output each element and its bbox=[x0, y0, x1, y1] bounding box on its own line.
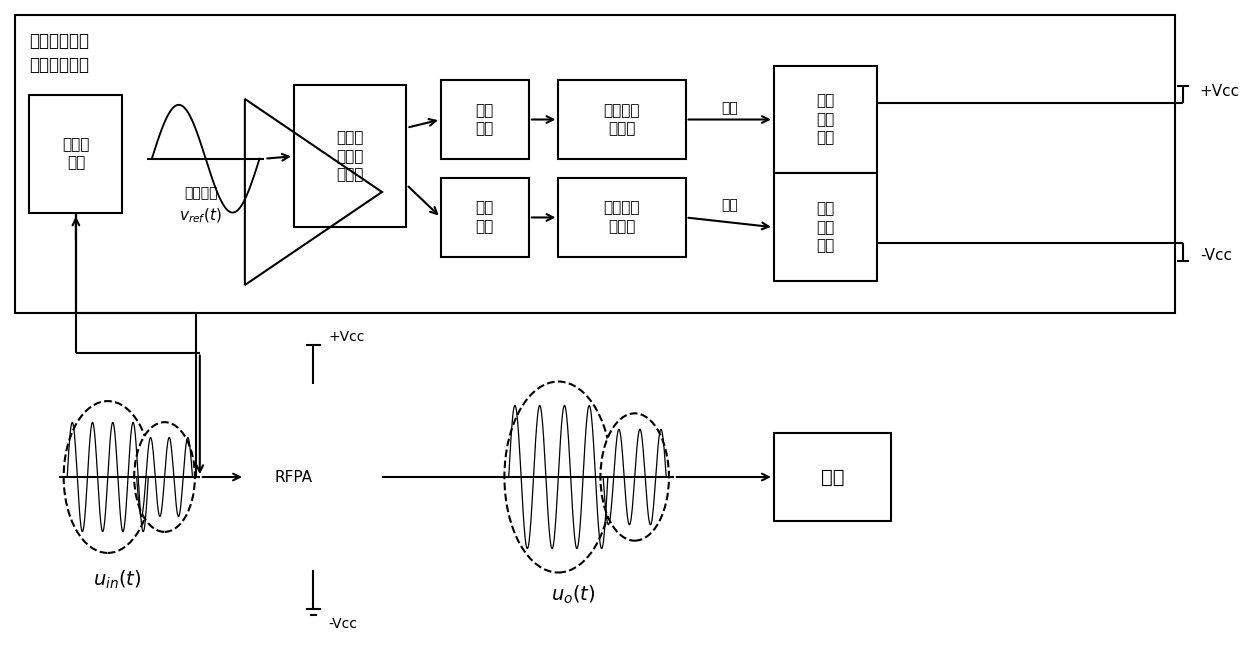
Bar bbox=[774, 433, 892, 521]
Ellipse shape bbox=[63, 401, 151, 553]
Text: +Vcc: +Vcc bbox=[1200, 84, 1240, 99]
Text: 正组
驱动: 正组 驱动 bbox=[476, 103, 494, 136]
Ellipse shape bbox=[600, 413, 668, 541]
Text: 控制: 控制 bbox=[722, 101, 738, 115]
Text: 负组
驱动: 负组 驱动 bbox=[476, 201, 494, 234]
Text: $u_o(t)$: $u_o(t)$ bbox=[551, 583, 595, 605]
Text: 正组
母线
输出: 正组 母线 输出 bbox=[816, 94, 835, 146]
Text: $v_{ref}(t)$: $v_{ref}(t)$ bbox=[180, 206, 222, 225]
Text: 正组输出
开关管: 正组输出 开关管 bbox=[604, 103, 640, 136]
Text: 参考信号: 参考信号 bbox=[184, 186, 217, 200]
Text: 包络线
检测: 包络线 检测 bbox=[62, 137, 89, 171]
Ellipse shape bbox=[505, 381, 613, 573]
Bar bbox=[294, 85, 407, 227]
Text: $u_{in}(t)$: $u_{in}(t)$ bbox=[93, 569, 141, 591]
Text: +Vcc: +Vcc bbox=[329, 330, 365, 344]
Text: -Vcc: -Vcc bbox=[329, 617, 357, 631]
Text: -Vcc: -Vcc bbox=[1200, 248, 1231, 263]
Bar bbox=[558, 178, 686, 257]
Text: 发射: 发射 bbox=[821, 468, 844, 486]
Text: 反激式多电平
输出直流电源: 反激式多电平 输出直流电源 bbox=[30, 32, 89, 74]
Ellipse shape bbox=[134, 422, 195, 532]
Text: 控制: 控制 bbox=[722, 199, 738, 213]
Text: RFPA: RFPA bbox=[275, 470, 312, 484]
Bar bbox=[30, 95, 123, 213]
Text: 输出开
关管逻
辑控制: 输出开 关管逻 辑控制 bbox=[336, 130, 363, 183]
Text: 负组
母线
输出: 负组 母线 输出 bbox=[816, 201, 835, 254]
Bar bbox=[440, 80, 529, 159]
Bar bbox=[774, 173, 877, 281]
Bar bbox=[558, 80, 686, 159]
Text: 负组输出
开关管: 负组输出 开关管 bbox=[604, 201, 640, 234]
Bar bbox=[440, 178, 529, 257]
Bar bbox=[15, 15, 1176, 314]
Bar bbox=[774, 66, 877, 173]
